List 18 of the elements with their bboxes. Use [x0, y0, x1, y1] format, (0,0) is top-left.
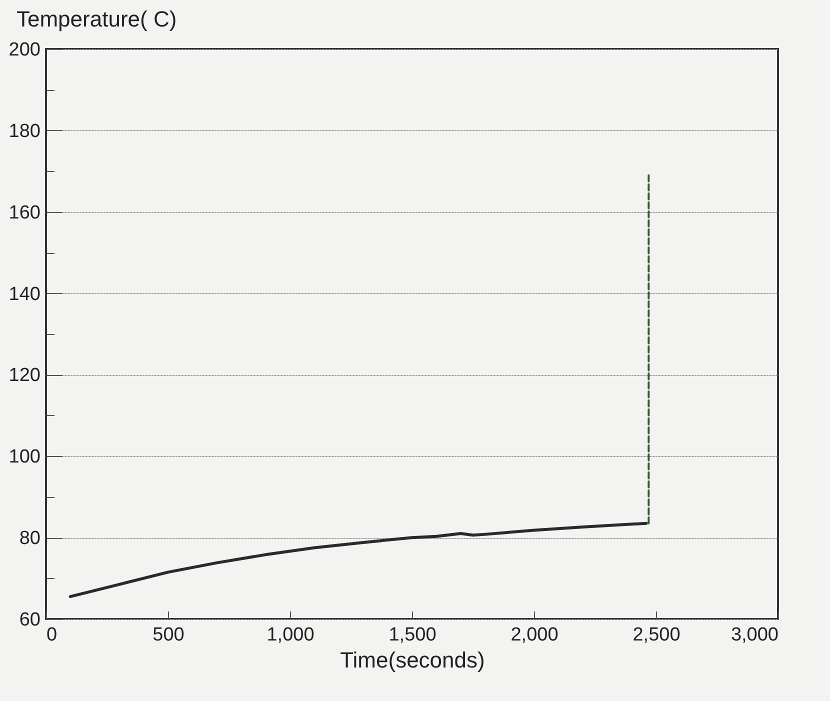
x-tick-label: 1,500	[388, 624, 436, 646]
y-tick-label: 100	[8, 446, 40, 468]
y-tick-label: 200	[8, 40, 40, 60]
x-tick-label: 2,500	[632, 624, 680, 646]
y-tick-label: 120	[8, 365, 40, 386]
x-tick-label: 3,000	[730, 624, 778, 646]
x-axis-title: Time(seconds)	[340, 648, 485, 672]
x-tick-label: 0	[46, 624, 58, 646]
x-tick-label: 1,000	[266, 624, 314, 646]
y-tick-label: 60	[19, 610, 40, 630]
line-series	[68, 522, 648, 598]
y-axis-title: Temperature( C)	[16, 6, 177, 32]
y-tick-label: 140	[8, 284, 40, 305]
x-tick-label: 500	[152, 624, 184, 646]
x-tick-label: 2,000	[510, 624, 558, 646]
y-tick-label: 180	[8, 120, 40, 142]
y-tick-label: 80	[19, 528, 40, 550]
y-tick-label: 160	[8, 202, 40, 224]
